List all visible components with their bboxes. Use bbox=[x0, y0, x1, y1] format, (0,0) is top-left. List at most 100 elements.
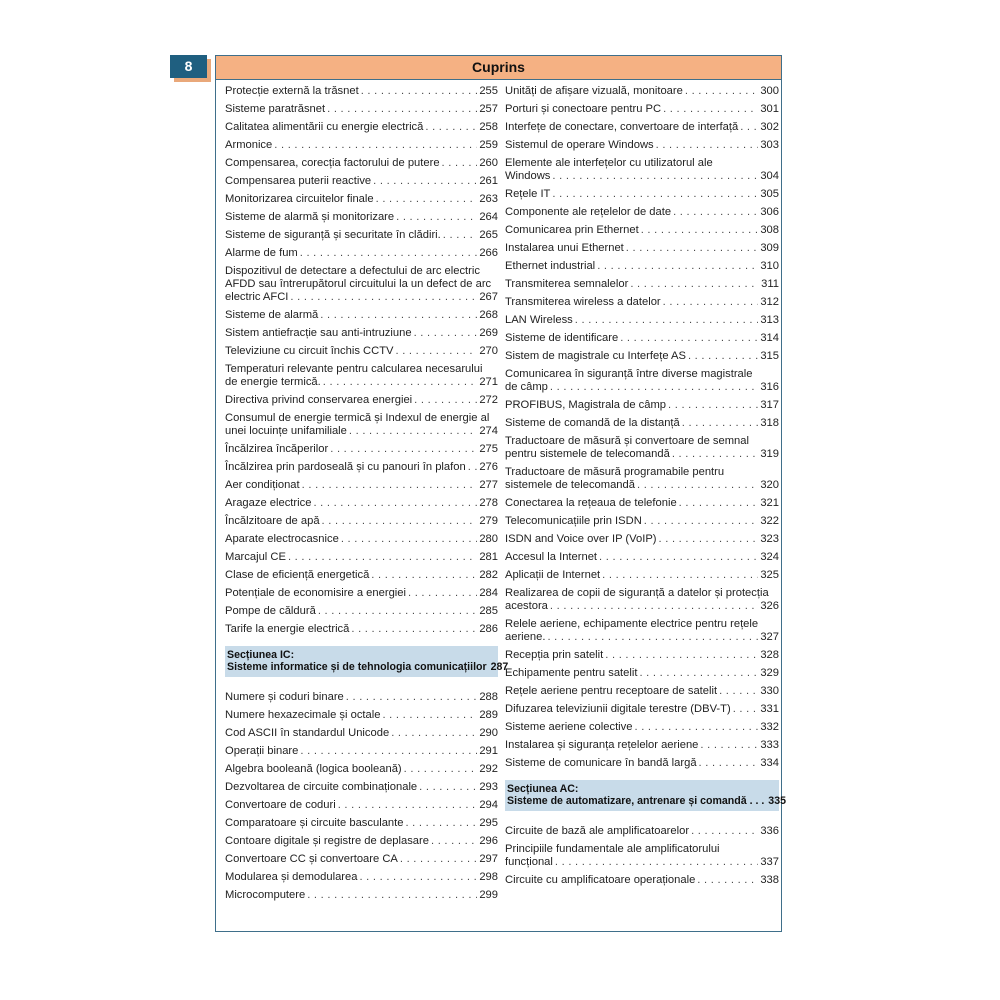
toc-entry[interactable]: Comunicarea în siguranță între diverse m… bbox=[505, 368, 779, 399]
toc-entry[interactable]: Sisteme de comunicare în bandă largă 334 bbox=[505, 757, 779, 775]
toc-entry[interactable]: Compensarea puterii reactive 261 bbox=[225, 175, 498, 193]
toc-entry[interactable]: Comunicarea prin Ethernet 308 bbox=[505, 224, 779, 242]
page-ref: 260 bbox=[479, 157, 498, 169]
toc-entry[interactable]: Sisteme de alarmă și monitorizare 264 bbox=[225, 211, 498, 229]
toc-entry[interactable]: Alarme de fum 266 bbox=[225, 247, 498, 265]
toc-entry[interactable]: Sisteme de siguranță și securitate în cl… bbox=[225, 229, 498, 247]
dot-leader bbox=[320, 309, 477, 322]
page-ref: 328 bbox=[760, 649, 779, 661]
toc-entry[interactable]: Convertoare CC și convertoare CA 297 bbox=[225, 853, 498, 871]
toc-entry[interactable]: Elemente ale interfețelor cu utilizatoru… bbox=[505, 157, 779, 188]
entry-line: Conectarea la rețeaua de telefonie 321 bbox=[505, 497, 779, 510]
toc-entry[interactable]: Sisteme de comandă de la distanță 318 bbox=[505, 417, 779, 435]
toc-entry[interactable]: Traductoare de măsură programabile pentr… bbox=[505, 466, 779, 497]
toc-entry[interactable]: Directiva privind conservarea energiei 27… bbox=[225, 394, 498, 412]
toc-entry[interactable]: Aplicații de Internet 325 bbox=[505, 569, 779, 587]
dot-leader bbox=[641, 224, 759, 237]
toc-entry[interactable]: Comparatoare și circuite basculante 295 bbox=[225, 817, 498, 835]
toc-entry[interactable]: Contoare digitale și registre de deplasa… bbox=[225, 835, 498, 853]
toc-entry[interactable]: PROFIBUS, Magistrala de câmp 317 bbox=[505, 399, 779, 417]
dot-leader bbox=[349, 425, 477, 438]
toc-entry[interactable]: Temperaturi relevante pentru calcularea … bbox=[225, 363, 498, 394]
toc-entry[interactable]: Sistemul de operare Windows 303 bbox=[505, 139, 779, 157]
dot-leader bbox=[330, 443, 477, 456]
toc-entry[interactable]: Încălzirea prin pardoseală și cu panouri… bbox=[225, 461, 498, 479]
toc-entry[interactable]: Instalarea unui Ethernet 309 bbox=[505, 242, 779, 260]
toc-entry[interactable]: Pompe de căldură 285 bbox=[225, 605, 498, 623]
toc-entry[interactable]: Accesul la Internet 324 bbox=[505, 551, 779, 569]
entry-title: Cod ASCII în standardul Unicode bbox=[225, 727, 390, 739]
toc-entry[interactable]: Difuzarea televiziunii digitale terestre… bbox=[505, 703, 779, 721]
toc-entry[interactable]: Dezvoltarea de circuite combinaționale 29… bbox=[225, 781, 498, 799]
toc-entry[interactable]: Protecție externă la trăsnet 255 bbox=[225, 85, 498, 103]
toc-entry[interactable]: Relele aeriene, echipamente electrice pe… bbox=[505, 618, 779, 649]
toc-entry[interactable]: Dispozitivul de detectare a defectului d… bbox=[225, 265, 498, 309]
entry-line: Calitatea alimentării cu energie electri… bbox=[225, 121, 498, 134]
toc-entry[interactable]: Ethernet industrial 310 bbox=[505, 260, 779, 278]
toc-entry[interactable]: Sisteme de identificare 314 bbox=[505, 332, 779, 350]
entry-title: Rețele IT bbox=[505, 188, 551, 200]
toc-entry[interactable]: Operații binare 291 bbox=[225, 745, 498, 763]
toc-entry[interactable]: Compensarea, corecția factorului de pute… bbox=[225, 157, 498, 175]
toc-entry[interactable]: Interfețe de conectare, convertoare de i… bbox=[505, 121, 779, 139]
toc-entry[interactable]: Componente ale rețelelor de date 306 bbox=[505, 206, 779, 224]
toc-entry[interactable]: Potențiale de economisire a energiei 284 bbox=[225, 587, 498, 605]
toc-entry[interactable]: Sisteme de alarmă 268 bbox=[225, 309, 498, 327]
entry-line: Modularea și demodularea 298 bbox=[225, 871, 498, 884]
toc-entry[interactable]: Calitatea alimentării cu energie electri… bbox=[225, 121, 498, 139]
toc-entry[interactable]: Armonice 259 bbox=[225, 139, 498, 157]
dot-leader bbox=[300, 247, 478, 260]
toc-entry[interactable]: Încălzitoare de apă 279 bbox=[225, 515, 498, 533]
dot-leader bbox=[634, 721, 758, 734]
toc-entry[interactable]: Echipamente pentru satelit 329 bbox=[505, 667, 779, 685]
dot-leader bbox=[414, 394, 477, 407]
entry-title: Protecție externă la trăsnet bbox=[225, 85, 359, 97]
toc-entry[interactable]: Telecomunicațiile prin ISDN 322 bbox=[505, 515, 779, 533]
toc-entry[interactable]: Rețele aeriene pentru receptoare de sate… bbox=[505, 685, 779, 703]
toc-entry[interactable]: Convertoare de coduri 294 bbox=[225, 799, 498, 817]
toc-entry[interactable]: Algebra booleană (logica booleană) 292 bbox=[225, 763, 498, 781]
toc-entry[interactable]: Realizarea de copii de siguranță a datel… bbox=[505, 587, 779, 618]
toc-entry[interactable]: Monitorizarea circuitelor finale 263 bbox=[225, 193, 498, 211]
toc-entry[interactable]: Unități de afișare vizuală, monitoare 300 bbox=[505, 85, 779, 103]
toc-entry[interactable]: Consumul de energie termică și Indexul d… bbox=[225, 412, 498, 443]
dot-leader bbox=[313, 497, 477, 510]
toc-entry[interactable]: Tarife la energie electrică 286 bbox=[225, 623, 498, 641]
toc-entry[interactable]: Porturi și conectoare pentru PC 301 bbox=[505, 103, 779, 121]
toc-entry[interactable]: Televiziune cu circuit închis CCTV 270 bbox=[225, 345, 498, 363]
dot-leader bbox=[733, 703, 759, 716]
toc-entry[interactable]: Instalarea și siguranța rețelelor aerien… bbox=[505, 739, 779, 757]
dot-leader bbox=[663, 296, 759, 309]
toc-entry[interactable]: Clase de eficiență energetică 282 bbox=[225, 569, 498, 587]
toc-entry[interactable]: Recepția prin satelit 328 bbox=[505, 649, 779, 667]
toc-entry[interactable]: Microcomputere 299 bbox=[225, 889, 498, 907]
toc-entry[interactable]: Aragaze electrice 278 bbox=[225, 497, 498, 515]
page-ref: 299 bbox=[479, 889, 498, 901]
toc-entry[interactable]: Circuite cu amplificatoare operaționale 3… bbox=[505, 874, 779, 892]
toc-entry[interactable]: Numere și coduri binare 288 bbox=[225, 691, 498, 709]
toc-entry[interactable]: Modularea și demodularea 298 bbox=[225, 871, 498, 889]
toc-entry[interactable]: Sistem antiefracție sau anti-intruziune 2… bbox=[225, 327, 498, 345]
toc-entry[interactable]: Traductoare de măsură și convertoare de … bbox=[505, 435, 779, 466]
toc-entry[interactable]: Sisteme aeriene colective 332 bbox=[505, 721, 779, 739]
toc-entry[interactable]: Sisteme paratrăsnet 257 bbox=[225, 103, 498, 121]
toc-entry[interactable]: Conectarea la rețeaua de telefonie 321 bbox=[505, 497, 779, 515]
toc-entry[interactable]: Cod ASCII în standardul Unicode 290 bbox=[225, 727, 498, 745]
toc-entry[interactable]: Sistem de magistrale cu Interfețe AS 315 bbox=[505, 350, 779, 368]
entry-title: sistemele de telecomandă bbox=[505, 479, 635, 491]
page-ref: 315 bbox=[760, 350, 779, 362]
toc-entry[interactable]: Principiile fundamentale ale amplificato… bbox=[505, 843, 779, 874]
toc-entry[interactable]: Marcajul CE 281 bbox=[225, 551, 498, 569]
toc-entry[interactable]: Circuite de bază ale amplificatoarelor 33… bbox=[505, 825, 779, 843]
toc-entry[interactable]: ISDN and Voice over IP (VoIP) 323 bbox=[505, 533, 779, 551]
toc-entry[interactable]: LAN Wireless 313 bbox=[505, 314, 779, 332]
toc-entry[interactable]: Încălzirea încăperilor 275 bbox=[225, 443, 498, 461]
toc-entry[interactable]: Rețele IT 305 bbox=[505, 188, 779, 206]
toc-entry[interactable]: Transmiterea wireless a datelor 312 bbox=[505, 296, 779, 314]
toc-entry[interactable]: Aer condiționat 277 bbox=[225, 479, 498, 497]
entry-line: de energie termică. 271 bbox=[225, 376, 498, 389]
toc-entry[interactable]: Numere hexazecimale și octale 289 bbox=[225, 709, 498, 727]
entry-title: Potențiale de economisire a energiei bbox=[225, 587, 406, 599]
toc-entry[interactable]: Transmiterea semnalelor 311 bbox=[505, 278, 779, 296]
toc-entry[interactable]: Aparate electrocasnice 280 bbox=[225, 533, 498, 551]
